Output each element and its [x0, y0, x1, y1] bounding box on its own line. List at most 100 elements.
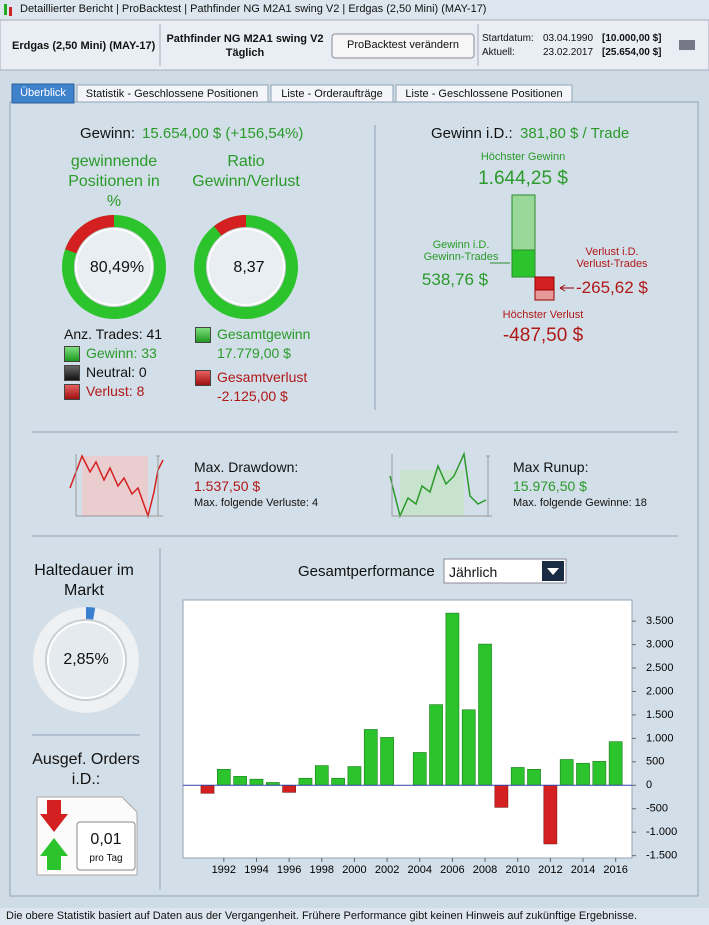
bar	[347, 766, 362, 786]
x-tick-label: 2008	[473, 864, 497, 876]
timeframe: Täglich	[225, 47, 265, 59]
y-tick-label: -1.000	[646, 826, 677, 838]
app-icon	[9, 7, 12, 16]
runup-area	[400, 470, 464, 516]
orders-unit: pro Tag	[89, 853, 123, 864]
total-loss: -2.125,00 $	[217, 388, 288, 404]
start-capital: [10.000,00 $]	[602, 33, 662, 44]
current-date: 23.02.2017	[543, 47, 594, 58]
legend-swatch	[64, 384, 80, 400]
loss-box	[534, 276, 555, 291]
total-gain-label: Gesamtgewinn	[217, 326, 311, 342]
button-label[interactable]: ProBacktest verändern	[347, 39, 459, 51]
footer-bar	[0, 908, 709, 925]
donut-center	[207, 228, 285, 306]
period-value[interactable]: Jährlich	[449, 564, 498, 580]
legend-swatch	[195, 370, 211, 386]
current-capital: [25.654,00 $]	[602, 47, 662, 58]
legend-swatch	[64, 346, 80, 362]
legend-swatch	[195, 327, 211, 343]
y-tick-label: 1.500	[646, 709, 674, 721]
avg-value: 381,80 $ / Trade	[520, 125, 630, 142]
neutral: Neutral: 0	[86, 364, 147, 380]
bar	[200, 784, 215, 794]
tab-label[interactable]: Überblick	[20, 87, 66, 99]
current-label: Aktuell:	[482, 47, 515, 58]
donut-arc	[213, 215, 247, 236]
x-tick-label: 2012	[538, 864, 562, 876]
runup-label: Max Runup:	[513, 459, 589, 475]
win-pct-title: gewinnende Positionen in %	[68, 153, 160, 210]
mini-axis	[75, 454, 163, 517]
donut-arc	[85, 606, 96, 620]
avg-win-label: Gewinn i.D. Gewinn-Trades	[423, 239, 499, 263]
total-loss-label: Gesamtverlust	[217, 369, 308, 385]
y-tick-label: 500	[646, 756, 664, 768]
buy-arrow	[40, 838, 68, 870]
drawdown-label: Max. Drawdown:	[194, 459, 299, 475]
holding-label: Haltedauer im Markt	[34, 562, 134, 599]
ratio-title: Ratio Gewinn/Verlust	[192, 153, 300, 190]
tab-label[interactable]: Liste - Orderaufträge	[281, 88, 383, 100]
bar	[559, 759, 574, 786]
runup-value: 15.976,50 $	[513, 478, 587, 494]
x-tick-label: 1992	[212, 864, 236, 876]
bar	[429, 704, 443, 786]
gain-label: Gewinn:	[80, 125, 136, 142]
y-tick-label: 1.000	[646, 732, 674, 744]
orders-box	[76, 821, 136, 871]
sell-arrow	[40, 800, 68, 832]
strategy: Pathfinder NG M2A1 swing V2	[166, 33, 324, 45]
app-icon	[4, 4, 7, 15]
y-tick-label: -500	[646, 803, 668, 815]
chart-title: Gesamtperformance	[298, 563, 435, 580]
avg-loss: -265,62 $	[576, 278, 648, 297]
tab-label[interactable]: Statistik - Geschlossene Positionen	[85, 88, 259, 100]
bar	[380, 737, 394, 786]
title-bar	[0, 0, 709, 20]
tab-label[interactable]: Liste - Geschlossene Positionen	[405, 88, 563, 100]
total-gain: 17.779,00 $	[217, 345, 291, 361]
x-tick-label: 2002	[375, 864, 399, 876]
print-icon[interactable]	[679, 40, 695, 50]
donut-center	[47, 621, 125, 699]
loss-box	[534, 289, 555, 301]
instrument: Erdgas (2,50 Mini) (MAY-17)	[12, 40, 156, 52]
max-gain-label: Höchster Gewinn	[480, 151, 566, 163]
tab-active[interactable]	[11, 83, 75, 104]
bar	[543, 784, 558, 845]
button-frame[interactable]	[331, 33, 475, 59]
bar	[233, 776, 247, 786]
tab[interactable]	[76, 84, 269, 103]
tab[interactable]	[270, 84, 394, 103]
bar	[445, 612, 460, 786]
x-tick-label: 2004	[408, 864, 432, 876]
gain-value: 15.654,00 $ (+156,54%)	[142, 125, 304, 142]
drawdown-area	[82, 456, 148, 516]
start-date: 03.04.1990	[543, 33, 594, 44]
wins: Gewinn: 33	[86, 345, 157, 361]
select-arrow[interactable]	[547, 568, 559, 575]
avg-label: Gewinn i.D.:	[431, 125, 513, 142]
bar	[363, 729, 378, 786]
y-tick-label: 2.000	[646, 685, 674, 697]
gain-box	[511, 194, 536, 251]
bar	[298, 777, 313, 786]
bar	[576, 762, 590, 786]
bar	[478, 643, 492, 786]
x-tick-label: 2014	[571, 864, 595, 876]
tab[interactable]	[395, 84, 573, 103]
drawdown-line	[69, 454, 164, 519]
losses: Verlust: 8	[86, 383, 145, 399]
bar	[249, 778, 264, 786]
bar	[314, 765, 329, 786]
bar	[608, 741, 623, 786]
y-tick-label: 0	[646, 779, 652, 791]
orders-value: 0,01	[90, 831, 122, 848]
bar	[331, 777, 345, 786]
x-tick-label: 1998	[310, 864, 334, 876]
gain-box	[511, 249, 536, 278]
max-loss: -487,50 $	[502, 325, 584, 346]
trades: Anz. Trades: 41	[64, 326, 163, 342]
